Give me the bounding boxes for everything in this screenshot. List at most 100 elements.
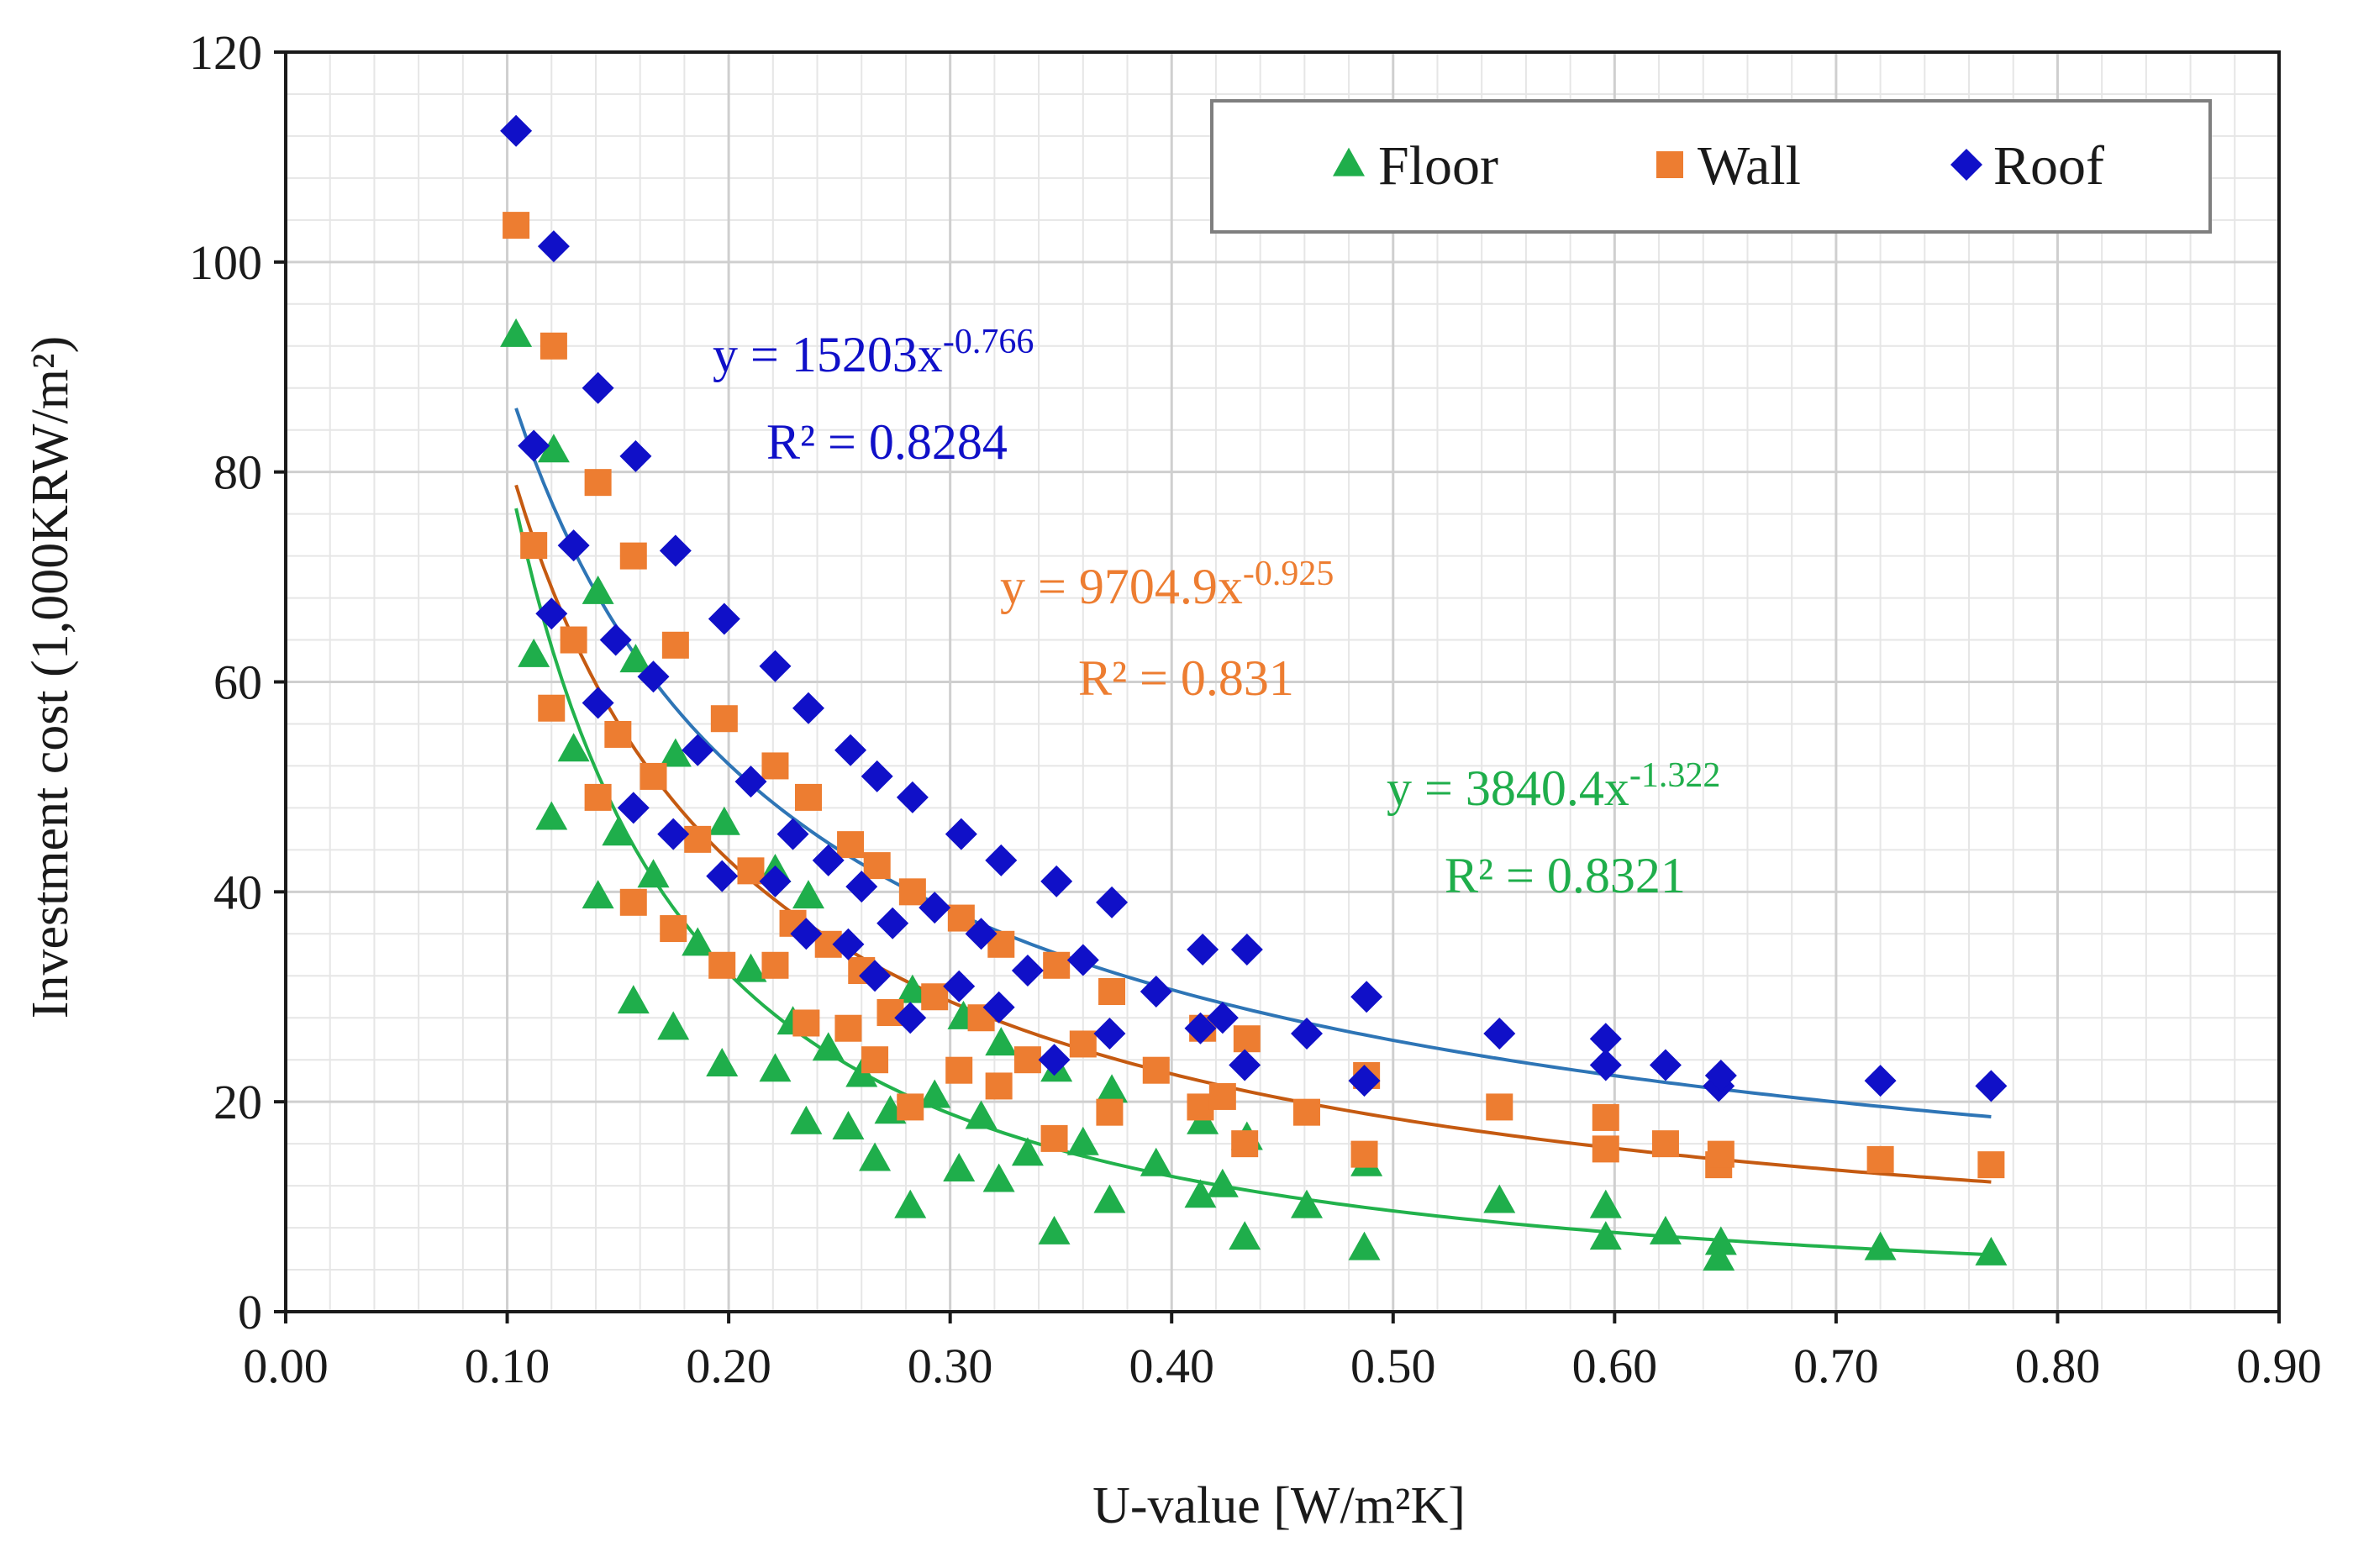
data-point-wall (1231, 1130, 1259, 1158)
legend: Floor Wall Roof (1210, 99, 2212, 234)
data-point-floor (1975, 1236, 2008, 1265)
data-point-floor (812, 1032, 845, 1061)
x-tick-label: 0.00 (243, 1339, 329, 1393)
data-point-wall (945, 1056, 973, 1084)
equation-roof: y = 15203x-0.766 (713, 323, 1034, 382)
data-point-wall (861, 1046, 889, 1074)
data-point-wall (898, 878, 926, 906)
data-point-floor (1206, 1168, 1239, 1197)
data-point-floor (965, 1100, 998, 1129)
data-point-floor (1864, 1231, 1897, 1260)
data-point-wall (1043, 951, 1071, 979)
data-point-floor (518, 638, 550, 667)
data-point-floor (1184, 1179, 1217, 1208)
data-point-roof (1704, 1059, 1737, 1092)
data-point-roof (859, 960, 892, 992)
y-tick-label: 20 (213, 1075, 262, 1129)
x-tick-label: 0.50 (1350, 1339, 1436, 1393)
data-point-roof (982, 991, 1015, 1023)
data-point-floor (582, 575, 614, 604)
data-point-roof (535, 597, 568, 630)
data-point-wall (604, 720, 632, 748)
data-point-wall (1208, 1082, 1236, 1110)
data-point-wall (863, 852, 891, 880)
data-point-roof (1096, 886, 1129, 918)
data-point-wall (897, 1093, 924, 1121)
data-point-wall (1096, 1098, 1124, 1126)
data-point-floor (659, 738, 692, 767)
data-point-floor (859, 1142, 892, 1171)
data-point-roof (708, 602, 740, 635)
r-squared-wall: R² = 0.831 (1078, 650, 1294, 706)
data-point-roof (945, 818, 977, 850)
data-point-roof (537, 230, 570, 263)
data-point-wall (584, 469, 612, 497)
data-point-floor (1038, 1215, 1071, 1244)
data-point-roof (1348, 1065, 1381, 1097)
data-point-floor (1140, 1147, 1172, 1176)
data-point-floor (537, 434, 570, 463)
data-point-roof (812, 844, 845, 876)
data-point-roof (617, 792, 650, 824)
data-point-floor (734, 953, 767, 982)
data-point-roof (1649, 1049, 1682, 1081)
data-point-floor (985, 1027, 1018, 1056)
data-point-roof (1038, 1044, 1071, 1076)
r-squared-floor: R² = 0.8321 (1445, 848, 1686, 903)
data-point-floor (1011, 1137, 1044, 1166)
data-point-floor (894, 1189, 927, 1218)
legend-marker-floor (1333, 147, 1365, 176)
data-point-floor (582, 880, 614, 909)
y-tick-label: 80 (213, 445, 262, 500)
data-point-wall (520, 532, 548, 560)
data-point-floor (1348, 1231, 1381, 1260)
data-point-wall (761, 752, 789, 780)
data-point-roof (792, 692, 824, 724)
data-point-roof (1066, 944, 1099, 976)
data-point-roof (582, 371, 614, 404)
data-point-floor (759, 1053, 792, 1082)
data-point-wall (640, 762, 667, 790)
data-point-floor (619, 644, 652, 673)
data-point-floor (790, 1105, 823, 1134)
r-squared-roof: R² = 0.8284 (766, 414, 1008, 470)
data-point-wall (1292, 1098, 1320, 1126)
data-point-wall (538, 694, 566, 722)
data-point-roof (1350, 981, 1383, 1013)
x-tick-label: 0.40 (1129, 1339, 1214, 1393)
data-point-roof (657, 818, 690, 850)
data-point-floor (1093, 1184, 1126, 1213)
data-point-floor (792, 880, 824, 909)
data-point-roof (1230, 934, 1263, 966)
data-point-roof (832, 928, 865, 960)
data-point-wall (503, 212, 530, 239)
data-point-wall (921, 983, 949, 1011)
data-point-roof (834, 734, 867, 766)
data-point-roof (1589, 1023, 1622, 1055)
data-point-roof (582, 687, 614, 719)
data-point-floor (617, 985, 650, 1014)
data-point-roof (919, 892, 951, 924)
y-tick-label: 100 (189, 235, 262, 290)
data-point-floor (943, 1152, 976, 1181)
major-gridlines (286, 52, 2279, 1312)
data-point-roof (1229, 1049, 1261, 1081)
data-point-floor (832, 1110, 865, 1139)
data-point-roof (1589, 1049, 1622, 1081)
data-point-wall (834, 1014, 862, 1042)
trendline-wall (514, 484, 1992, 1184)
data-point-floor (1589, 1189, 1622, 1218)
data-point-wall (1651, 1130, 1679, 1158)
data-point-floor (682, 927, 714, 956)
data-point-roof (876, 907, 909, 939)
y-tick-label: 120 (189, 25, 262, 80)
data-point-wall (1977, 1151, 2005, 1179)
data-point-floor (1066, 1126, 1099, 1155)
data-point-roof (1184, 1012, 1217, 1044)
data-point-roof (1206, 1002, 1239, 1034)
data-point-wall (1592, 1103, 1619, 1131)
data-point-roof (706, 860, 739, 892)
data-point-floor (557, 733, 590, 762)
data-point-roof (659, 534, 692, 567)
trendlines (514, 408, 1992, 1257)
